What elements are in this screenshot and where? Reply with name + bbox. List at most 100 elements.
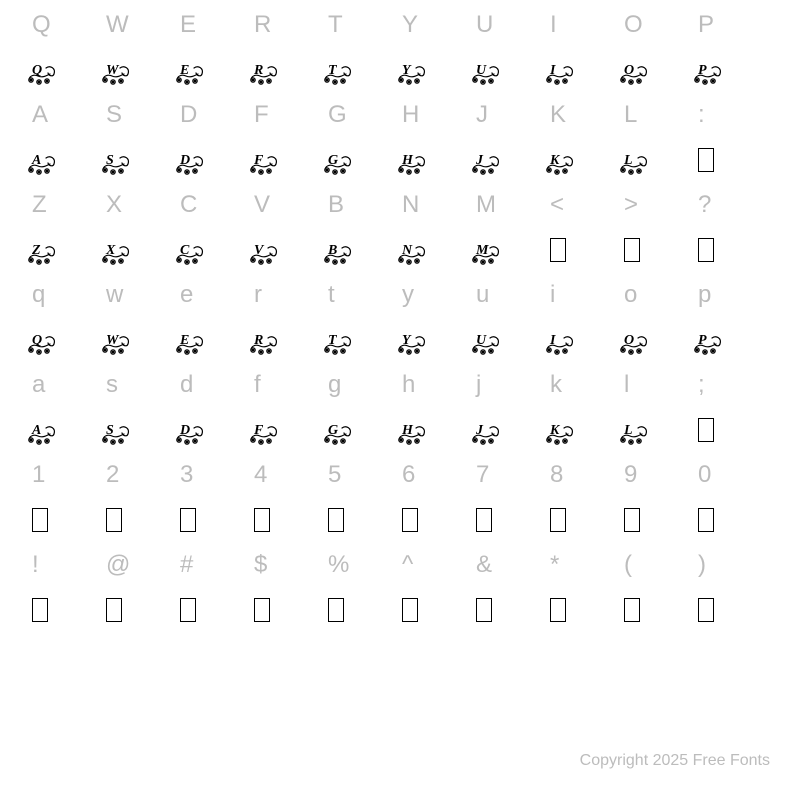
char-label: i <box>548 281 622 309</box>
char-label-text: ^ <box>402 551 413 579</box>
char-label-text: A <box>32 101 48 129</box>
font-glyph: P <box>698 62 707 78</box>
char-label: 7 <box>474 461 548 489</box>
char-label: % <box>326 551 400 579</box>
missing-glyph-icon <box>254 598 270 622</box>
font-glyph: R <box>254 62 263 78</box>
char-label: K <box>548 101 622 129</box>
char-label-text: 1 <box>32 461 45 489</box>
char-label-text: L <box>624 101 637 129</box>
char-label: * <box>548 551 622 579</box>
glyph-cell: C <box>178 242 252 258</box>
missing-glyph-icon <box>550 598 566 622</box>
char-label: N <box>400 191 474 219</box>
char-label-text: 8 <box>550 461 563 489</box>
char-label-text: u <box>476 281 489 309</box>
char-label-text: J <box>476 101 488 129</box>
glyph-letter: Q <box>32 333 42 348</box>
glyph-cell: A <box>30 152 104 168</box>
char-label: V <box>252 191 326 219</box>
label-row: 1234567890 <box>30 450 770 500</box>
char-label: y <box>400 281 474 309</box>
glyph-cell <box>548 238 622 262</box>
char-label-text: e <box>180 281 193 309</box>
font-glyph: F <box>254 152 263 168</box>
font-glyph: F <box>254 422 263 438</box>
char-label-text: q <box>32 281 45 309</box>
font-glyph: T <box>328 62 337 78</box>
char-label: f <box>252 371 326 399</box>
char-label-text: 5 <box>328 461 341 489</box>
char-label: A <box>30 101 104 129</box>
missing-glyph-icon <box>476 598 492 622</box>
glyph-cell: X <box>104 242 178 258</box>
font-glyph: Q <box>32 332 42 348</box>
font-glyph: Y <box>402 62 411 78</box>
char-label: T <box>326 11 400 39</box>
glyph-cell <box>400 598 474 622</box>
missing-glyph-icon <box>328 598 344 622</box>
char-label-text: > <box>624 191 638 219</box>
char-label-text: p <box>698 281 711 309</box>
missing-glyph-icon <box>106 598 122 622</box>
glyph-cell: L <box>622 422 696 438</box>
char-label-text: * <box>550 551 559 579</box>
glyph-cell: L <box>622 152 696 168</box>
glyph-letter: F <box>254 153 263 168</box>
char-label: F <box>252 101 326 129</box>
glyph-row: ASDFGHJKL <box>30 140 770 180</box>
glyph-letter: N <box>402 243 412 258</box>
char-label-text: g <box>328 371 341 399</box>
glyph-letter: V <box>254 243 263 258</box>
char-label-text: s <box>106 371 118 399</box>
char-label-text: t <box>328 281 335 309</box>
glyph-cell: U <box>474 332 548 348</box>
glyph-row: QWERTYUIOP <box>30 50 770 90</box>
char-label: J <box>474 101 548 129</box>
char-label-text: 9 <box>624 461 637 489</box>
char-label: l <box>622 371 696 399</box>
char-label-text: 3 <box>180 461 193 489</box>
char-label: e <box>178 281 252 309</box>
font-glyph: I <box>550 62 555 78</box>
glyph-letter: G <box>328 153 338 168</box>
char-label-text: o <box>624 281 637 309</box>
missing-glyph-icon <box>180 508 196 532</box>
char-label: Z <box>30 191 104 219</box>
char-label-text: d <box>180 371 193 399</box>
glyph-cell <box>178 598 252 622</box>
glyph-cell <box>400 508 474 532</box>
glyph-cell <box>696 598 770 622</box>
char-label-text: Y <box>402 11 418 39</box>
glyph-cell: D <box>178 152 252 168</box>
glyph-letter: I <box>550 63 555 78</box>
glyph-cell <box>696 508 770 532</box>
font-glyph: D <box>180 152 190 168</box>
glyph-letter: I <box>550 333 555 348</box>
font-glyph: X <box>106 242 115 258</box>
char-label: g <box>326 371 400 399</box>
char-label: j <box>474 371 548 399</box>
font-character-map: QWERTYUIOPQWERTYUIOPASDFGHJKL:ASDFGHJKLZ… <box>30 0 770 630</box>
char-label: & <box>474 551 548 579</box>
missing-glyph-icon <box>402 598 418 622</box>
glyph-letter: O <box>624 63 634 78</box>
char-label: r <box>252 281 326 309</box>
glyph-cell: H <box>400 422 474 438</box>
char-label-text: ? <box>698 191 711 219</box>
missing-glyph-icon <box>698 598 714 622</box>
char-label-text: : <box>698 101 705 129</box>
font-glyph: O <box>624 332 634 348</box>
font-glyph: L <box>624 422 633 438</box>
glyph-cell: S <box>104 152 178 168</box>
char-label: ^ <box>400 551 474 579</box>
glyph-cell: E <box>178 62 252 78</box>
font-glyph: C <box>180 242 189 258</box>
char-label: ; <box>696 371 770 399</box>
glyph-letter: A <box>32 153 41 168</box>
glyph-row <box>30 590 770 630</box>
glyph-letter: P <box>698 63 707 78</box>
label-row: QWERTYUIOP <box>30 0 770 50</box>
char-label: I <box>548 11 622 39</box>
char-label-text: G <box>328 101 347 129</box>
